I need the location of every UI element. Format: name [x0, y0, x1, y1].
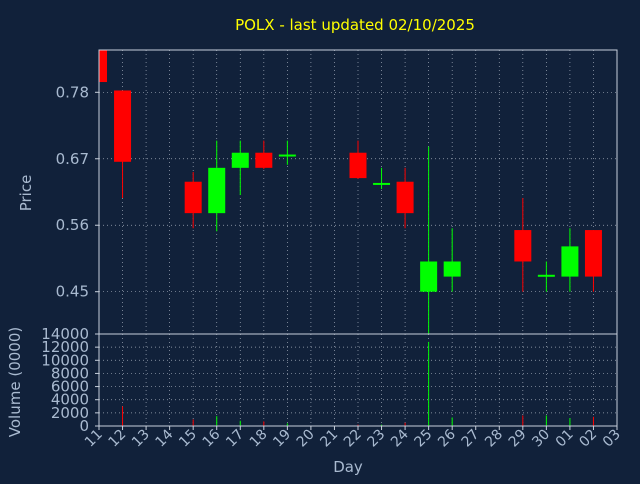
volume-tick-label: 8000 — [51, 364, 89, 382]
volume-axis-label: Volume (0000) — [6, 327, 24, 437]
candle-body — [231, 152, 249, 168]
candle-body — [443, 261, 461, 277]
price-axis-label: Price — [17, 175, 35, 212]
candle-body — [114, 90, 132, 162]
candle-body — [208, 167, 226, 214]
candle-body — [278, 154, 296, 157]
candle-body — [184, 181, 202, 214]
volume-tick-label: 12000 — [41, 338, 89, 356]
candle-body — [561, 246, 579, 277]
price-tick-label: 0.67 — [56, 150, 89, 168]
price-tick-label: 0.78 — [56, 83, 89, 101]
candle-body — [396, 181, 414, 214]
volume-tick-label: 0 — [79, 417, 89, 435]
chart-title: POLX - last updated 02/10/2025 — [235, 16, 475, 34]
candle-body — [99, 50, 107, 83]
volume-bars — [122, 341, 594, 426]
volume-tick-label: 2000 — [51, 404, 89, 422]
price-tick-label: 0.56 — [56, 216, 89, 234]
volume-tick-label: 6000 — [51, 378, 89, 396]
volume-panel-frame — [98, 333, 618, 427]
candle-body — [373, 182, 391, 185]
volume-tick-label: 14000 — [41, 325, 89, 343]
candle-body — [255, 152, 273, 168]
x-axis-label: Day — [333, 458, 363, 476]
candle-body — [537, 274, 555, 277]
price-tick-label: 0.45 — [56, 283, 89, 301]
candle-body — [349, 152, 367, 179]
volume-tick-label: 10000 — [41, 351, 89, 369]
volume-tick-label: 4000 — [51, 391, 89, 409]
candle-body — [514, 230, 532, 262]
candle-body — [420, 261, 438, 292]
candle-body — [584, 230, 602, 277]
candles — [99, 50, 602, 334]
